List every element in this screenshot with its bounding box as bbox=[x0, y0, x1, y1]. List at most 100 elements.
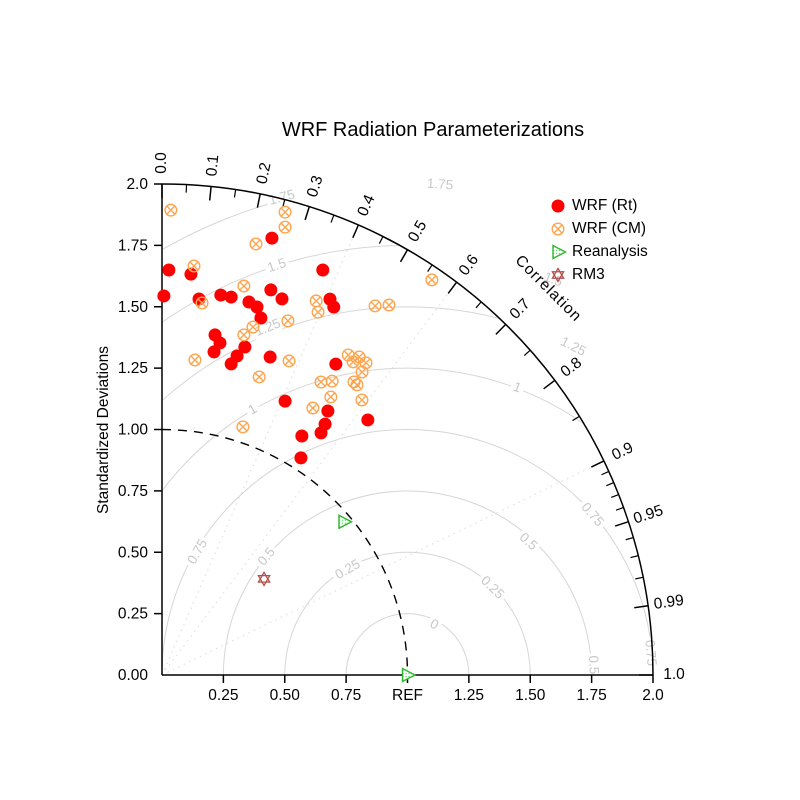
rms-arc-label: 1 bbox=[511, 379, 523, 396]
correlation-major-tick bbox=[495, 323, 507, 335]
point-wrf-cm bbox=[282, 354, 296, 368]
correlation-major-tick bbox=[304, 206, 311, 221]
correlation-tick-label: 0.7 bbox=[506, 295, 533, 322]
correlation-tick-label: 0.5 bbox=[405, 218, 431, 245]
correlation-minor-tick bbox=[233, 189, 237, 198]
legend-label: Reanalysis bbox=[572, 242, 648, 260]
correlation-tick-label: 0.1 bbox=[203, 154, 222, 177]
point-wrf-cm bbox=[325, 374, 339, 388]
y-tick-label: 0.50 bbox=[118, 544, 149, 561]
x-tick-label: 2.0 bbox=[642, 687, 664, 704]
correlation-major-tick bbox=[399, 249, 409, 263]
x-tick-label: 0.75 bbox=[331, 687, 361, 704]
correlation-major-tick bbox=[614, 520, 629, 527]
y-tick-label: 2.0 bbox=[126, 176, 148, 193]
wrf-cm-marker-icon bbox=[551, 221, 565, 236]
point-wrf-rt bbox=[263, 350, 277, 364]
point-wrf-cm bbox=[164, 203, 178, 217]
correlation-minor-tick bbox=[615, 506, 624, 511]
correlation-minor-tick bbox=[601, 470, 610, 476]
wrf-rt-marker-icon bbox=[551, 199, 565, 212]
point-wrf-cm bbox=[236, 420, 250, 434]
correlation-minor-tick bbox=[523, 349, 531, 356]
point-wrf-rt bbox=[316, 263, 330, 277]
correlation-tick-label: 0.9 bbox=[609, 439, 636, 464]
correlation-tick-label: 0.3 bbox=[304, 174, 327, 200]
y-tick-label: 0.75 bbox=[118, 483, 148, 500]
y-tick-label: 1.75 bbox=[118, 237, 148, 254]
point-wrf-cm bbox=[311, 305, 325, 319]
point-wrf-cm bbox=[346, 355, 360, 369]
circled-x-glyph bbox=[551, 221, 565, 236]
point-reanalysis bbox=[338, 514, 354, 530]
correlation-minor-tick bbox=[330, 214, 335, 223]
correlation-major-tick bbox=[590, 460, 605, 468]
rms-arc-label: 1 bbox=[246, 401, 260, 418]
correlation-tick-label: 0.95 bbox=[631, 502, 665, 528]
rms-arc-label: 0.75 bbox=[642, 639, 659, 666]
correlation-major-tick bbox=[447, 281, 458, 294]
point-wrf-cm bbox=[252, 370, 266, 384]
page-title: WRF Radiation Parameterizations bbox=[281, 119, 585, 141]
point-wrf-cm bbox=[187, 259, 201, 273]
y-axis-ticks: 0.00 0.25 0.50 0.75 1.00 1.25 1.50 1.75 2.0 bbox=[118, 176, 162, 684]
rms-arc-label: 0.75 bbox=[184, 536, 210, 566]
correlation-tick-label: 0.6 bbox=[456, 251, 483, 278]
correlation-major-tick bbox=[352, 224, 360, 239]
legend-label: WRF (CM) bbox=[572, 219, 647, 237]
rms-arc-label: 0.5 bbox=[586, 655, 602, 675]
legend-item-wrf-rt: WRF (Rt) bbox=[549, 194, 648, 217]
correlation-tick-label: 0.99 bbox=[653, 592, 685, 613]
point-wrf-cm bbox=[368, 299, 382, 313]
rms-arc-label: 1.5 bbox=[265, 255, 287, 275]
point-wrf-cm bbox=[306, 401, 320, 415]
legend-label: RM3 bbox=[572, 265, 605, 283]
rms-arc-label: 0.5 bbox=[517, 529, 541, 553]
point-wrf-cm bbox=[246, 320, 260, 334]
correlation-minor-tick bbox=[572, 415, 580, 422]
point-wrf-rt bbox=[314, 426, 328, 440]
correlation-minor-tick bbox=[630, 555, 639, 559]
correlation-major-tick bbox=[634, 604, 649, 609]
x-tick-label: 0.50 bbox=[270, 687, 301, 704]
point-wrf-cm bbox=[188, 353, 202, 367]
correlation-minor-tick bbox=[378, 236, 384, 244]
correlation-tick-label: 0.2 bbox=[254, 161, 275, 186]
x-tick-label: 0.25 bbox=[208, 687, 238, 704]
x-tick-label: 1.50 bbox=[515, 687, 546, 704]
correlation-major-tick bbox=[543, 379, 556, 390]
point-wrf-cm bbox=[355, 365, 369, 379]
y-tick-label: 1.50 bbox=[118, 299, 149, 316]
point-wrf-rt bbox=[157, 289, 171, 303]
point-wrf-rt bbox=[184, 267, 198, 281]
y-axis-label: Standardized Deviations bbox=[95, 345, 112, 515]
rms-arc-label: 0.25 bbox=[332, 556, 362, 582]
point-wrf-cm bbox=[324, 390, 338, 404]
point-wrf-rt bbox=[207, 345, 221, 359]
x-tick-label: REF bbox=[392, 687, 423, 704]
point-wrf-cm bbox=[425, 273, 439, 287]
legend-label: WRF (Rt) bbox=[572, 196, 638, 214]
point-wrf-rt bbox=[214, 288, 228, 302]
x-tick-label: 1.25 bbox=[454, 687, 484, 704]
point-wrf-rt bbox=[238, 340, 252, 354]
point-wrf-cm bbox=[355, 393, 369, 407]
point-wrf-rt bbox=[224, 357, 238, 371]
y-tick-label: 1.25 bbox=[118, 360, 148, 377]
dotted-ray bbox=[161, 460, 605, 676]
reanalysis-marker-icon bbox=[552, 243, 567, 260]
correlation-minor-tick bbox=[475, 301, 482, 309]
point-wrf-cm bbox=[278, 205, 292, 219]
correlation-minor-tick bbox=[606, 482, 614, 487]
rms-arc-label: 1.75 bbox=[426, 176, 453, 193]
x-tick-label: 1.75 bbox=[577, 687, 607, 704]
point-wrf-rt bbox=[254, 311, 268, 325]
rms-arc bbox=[222, 490, 593, 675]
point-wrf-rt bbox=[265, 231, 279, 245]
rms-arc bbox=[284, 551, 531, 675]
point-rm3 bbox=[257, 571, 271, 587]
correlation-major-tick bbox=[208, 186, 212, 201]
correlation-minor-tick bbox=[610, 493, 619, 499]
rms-arc bbox=[162, 306, 653, 675]
